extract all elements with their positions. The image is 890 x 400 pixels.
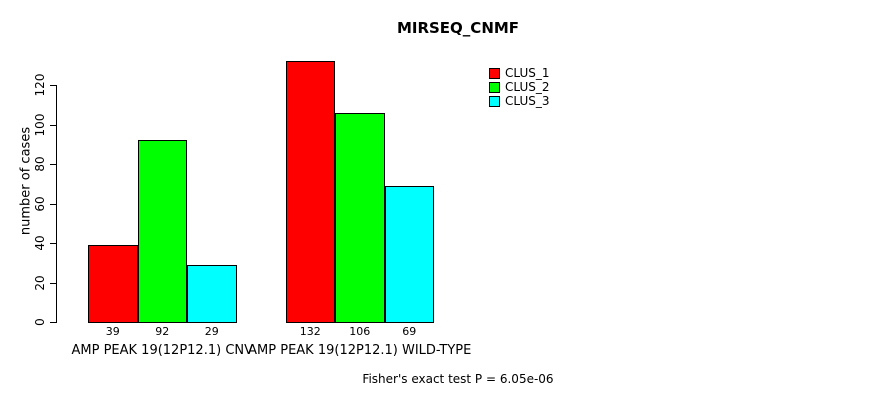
y-tick-label: 100 (33, 113, 47, 136)
bar-clus_3-group2 (384, 185, 434, 323)
y-tick-label: 40 (33, 235, 47, 251)
bar-value-label: 39 (105, 325, 120, 338)
bar-clus_2-group1 (137, 140, 187, 323)
legend-item: CLUS_3 (489, 94, 550, 108)
y-tick-label: 0 (33, 318, 47, 326)
bar-value-label: 92 (155, 325, 170, 338)
bar-value-label: 69 (402, 325, 417, 338)
y-tick-label: 80 (33, 156, 47, 172)
legend-item: CLUS_1 (489, 66, 550, 80)
y-tick (50, 164, 57, 165)
legend-swatch-icon (489, 67, 500, 79)
annotation-text: Fisher's exact test P = 6.05e-06 (362, 372, 554, 386)
legend-label: CLUS_3 (505, 94, 550, 108)
y-tick (50, 203, 57, 205)
y-tick-label: 120 (33, 73, 47, 97)
legend-swatch-icon (489, 95, 500, 107)
legend-swatch-icon (489, 81, 500, 93)
bar-value-label: 132 (299, 325, 321, 338)
category-label: AMP PEAK 19(12P12.1) CNV (71, 343, 254, 358)
bar-value-label: 29 (204, 325, 219, 338)
legend-label: CLUS_1 (505, 66, 550, 80)
chart-title: MIRSEQ_CNMF (396, 19, 520, 37)
y-tick-label: 60 (33, 195, 47, 212)
y-tick (50, 243, 57, 244)
y-tick (50, 85, 57, 86)
y-tick (50, 282, 57, 284)
bar-clus_1-group1 (88, 244, 138, 323)
y-tick-label: 20 (33, 274, 47, 291)
category-label: AMP PEAK 19(12P12.1) WILD-TYPE (248, 343, 472, 358)
legend: CLUS_1 CLUS_2 CLUS_3 (489, 66, 550, 108)
legend-label: CLUS_2 (505, 80, 550, 94)
bar-clus_2-group2 (335, 112, 385, 323)
bar-clus_1-group2 (285, 61, 335, 323)
y-tick (50, 124, 57, 126)
bar-value-label: 106 (349, 325, 371, 338)
legend-item: CLUS_2 (489, 80, 550, 94)
y-tick (50, 322, 57, 323)
y-axis-label: number of cases (18, 126, 34, 236)
bar-clus_3-group1 (187, 264, 237, 323)
